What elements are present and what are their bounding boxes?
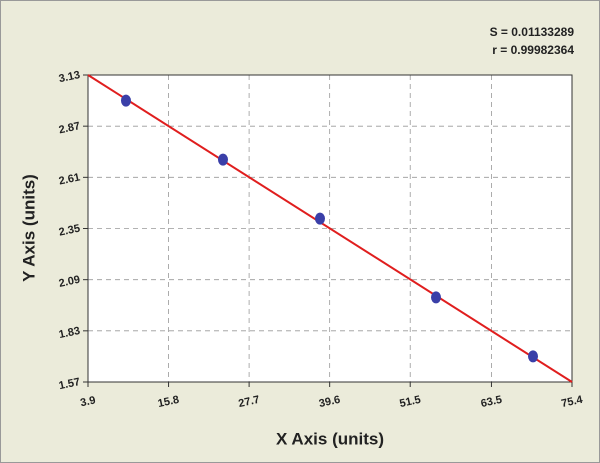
x-tick-label: 27.7 xyxy=(237,394,260,410)
x-tick-label: 75.4 xyxy=(560,394,584,410)
x-tick-label: 39.6 xyxy=(318,394,341,410)
plot-border xyxy=(87,74,573,383)
x-tick-label: 63.5 xyxy=(480,394,503,410)
y-tick-label: 1.57 xyxy=(58,376,81,392)
x-tick-label: 51.5 xyxy=(398,394,421,410)
x-axis-title: X Axis (units) xyxy=(276,429,384,448)
x-tick-label: 3.9 xyxy=(79,394,96,409)
data-point xyxy=(528,350,539,363)
y-tick-label: 3.13 xyxy=(58,69,81,85)
data-point xyxy=(431,291,442,304)
y-tick-label: 2.35 xyxy=(58,223,81,239)
data-point xyxy=(120,94,131,107)
y-tick-label: 2.09 xyxy=(58,274,81,290)
y-axis-title: Y Axis (units) xyxy=(19,174,38,282)
fit-line xyxy=(87,74,573,383)
annotation: S = 0.01133289 xyxy=(490,25,575,39)
y-tick-label: 2.87 xyxy=(58,120,81,136)
annotation: r = 0.99982364 xyxy=(492,43,574,57)
y-tick-label: 2.61 xyxy=(58,171,81,187)
data-point xyxy=(314,212,325,225)
y-tick-label: 1.83 xyxy=(58,325,81,341)
x-tick-label: 15.8 xyxy=(157,394,180,410)
data-point xyxy=(217,153,228,166)
